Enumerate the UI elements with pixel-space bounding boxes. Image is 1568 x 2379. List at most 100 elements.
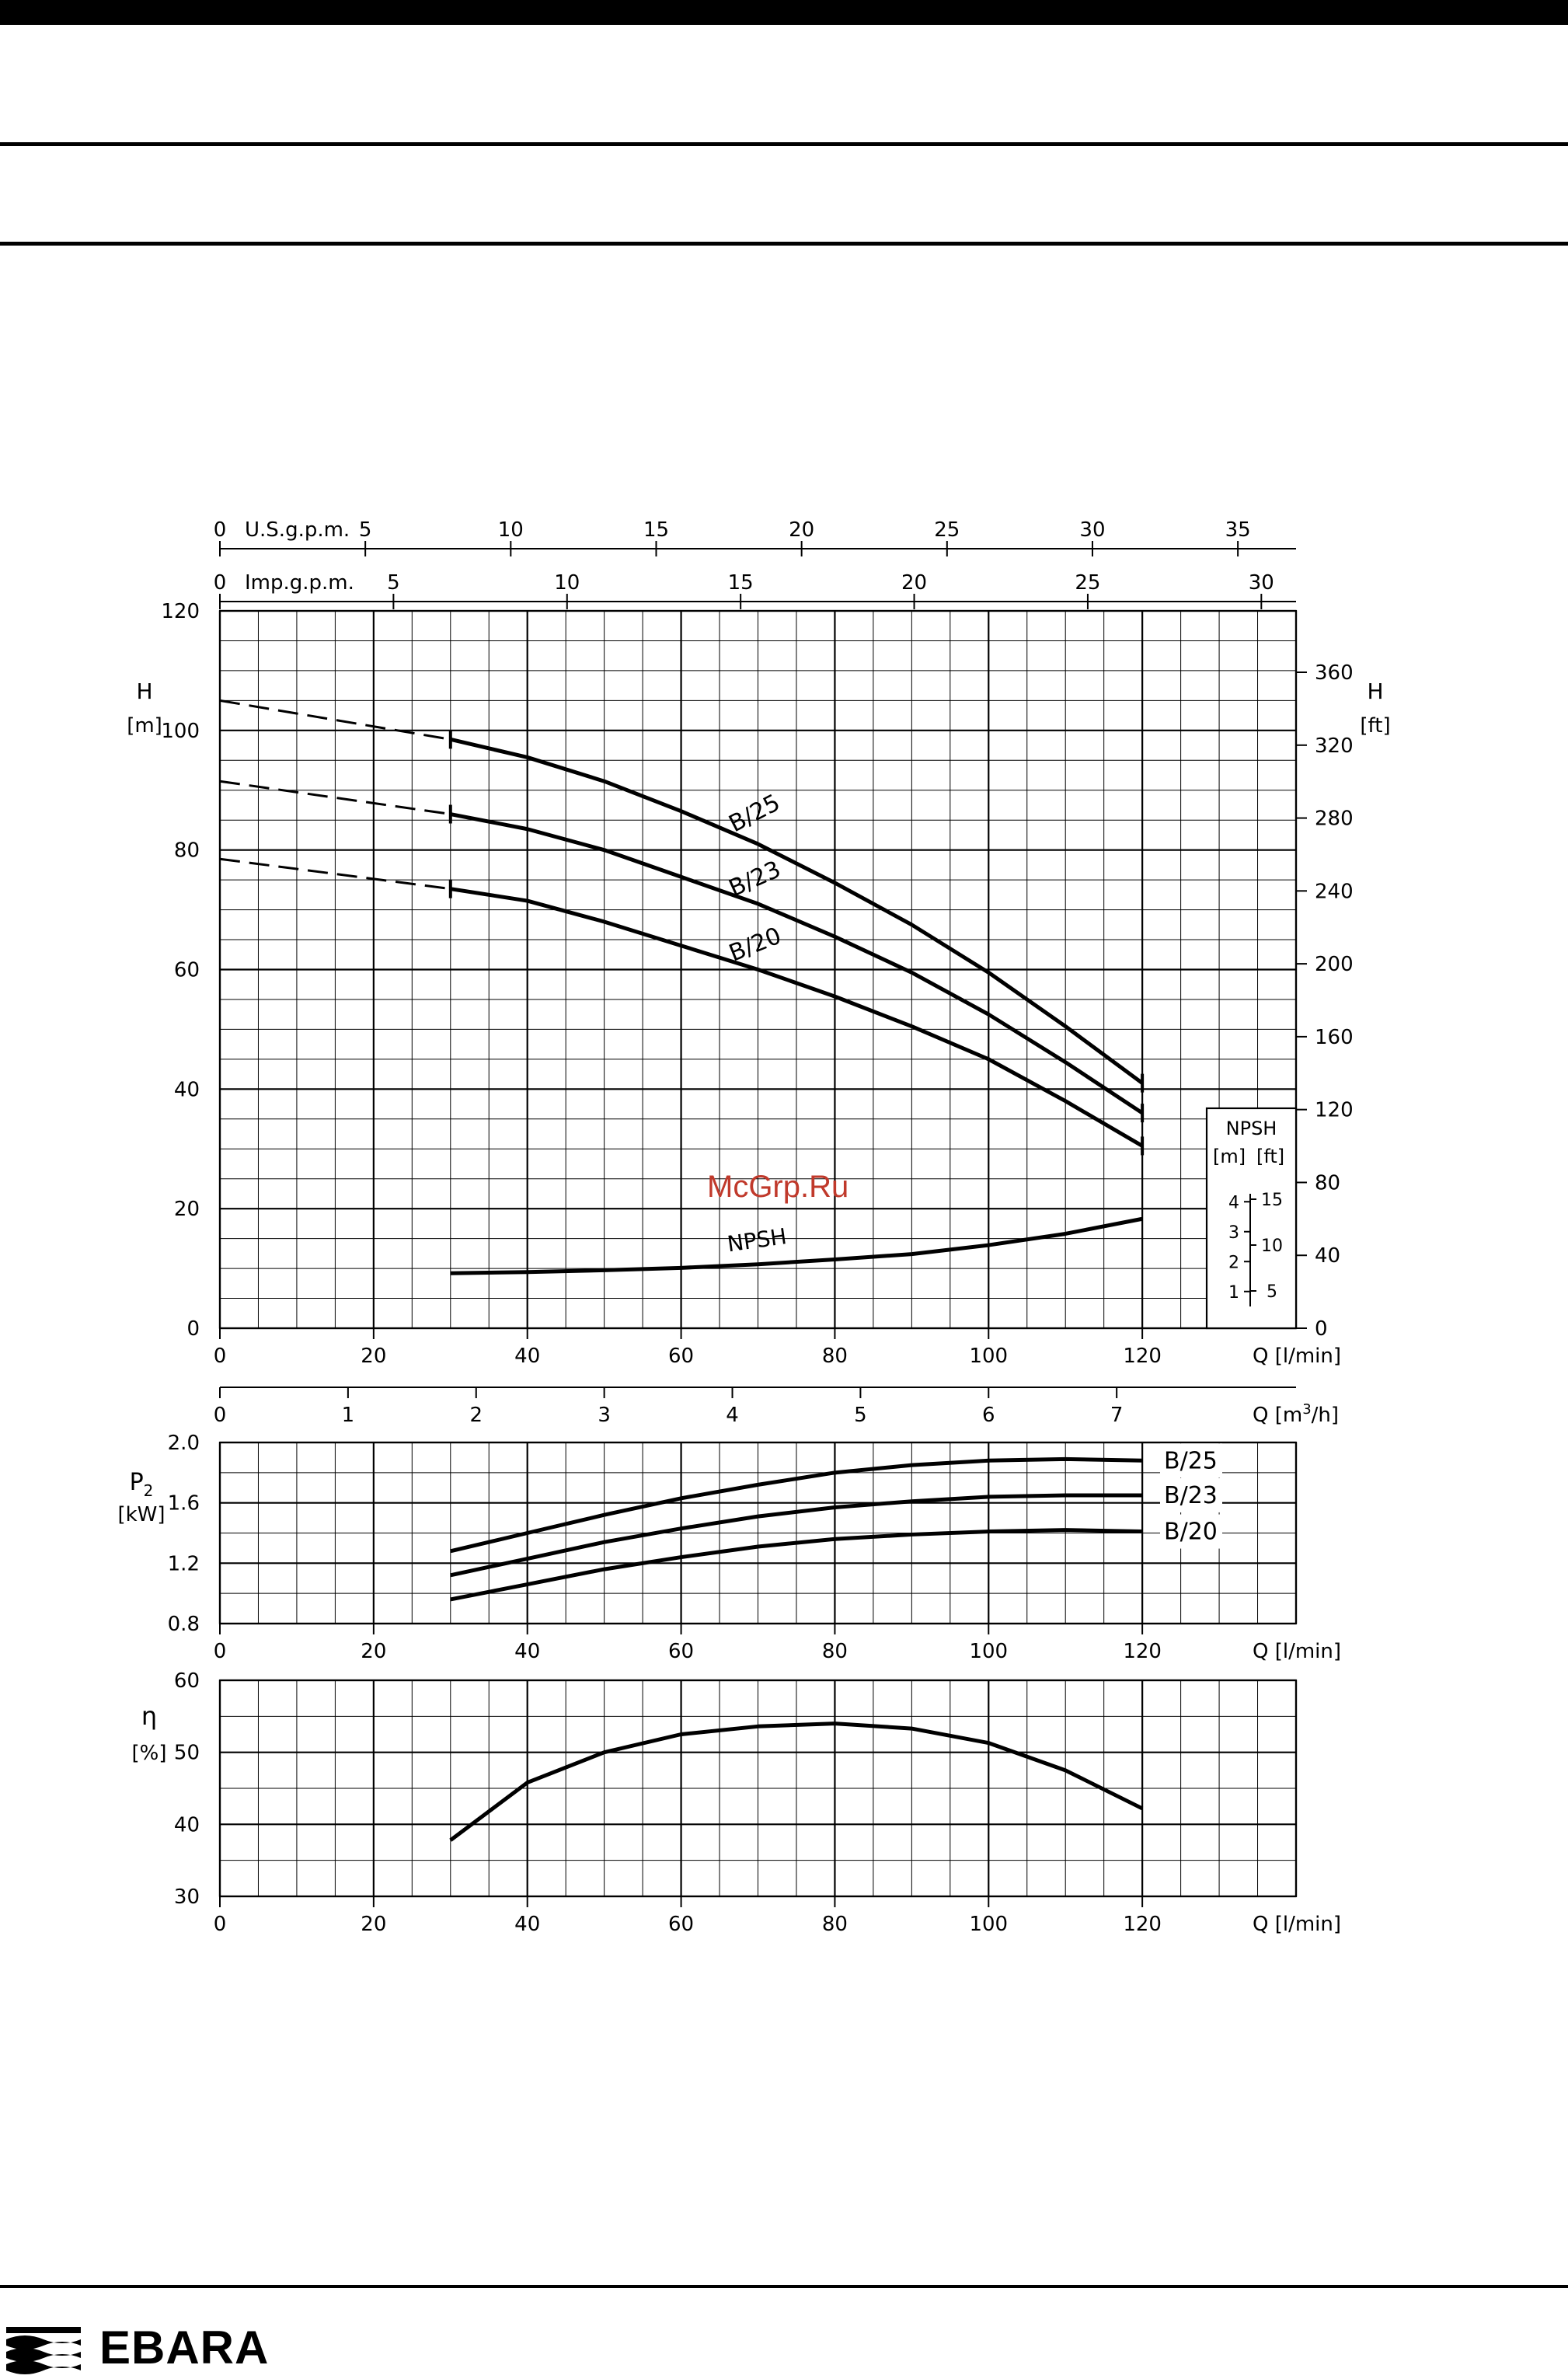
npsh-box-m-label: 4 — [1228, 1193, 1239, 1212]
npsh-box-m-label: 1 — [1228, 1283, 1239, 1303]
m3h-tick-label: 4 — [726, 1404, 739, 1427]
header-rule-bottom — [0, 242, 1568, 246]
power-curve-label: B/20 — [1164, 1519, 1218, 1546]
power-series-line — [450, 1528, 1143, 1602]
usgpm-tick-label: 25 — [934, 518, 960, 542]
head-curve-label: B/23 — [725, 856, 785, 902]
head-series-dashed — [219, 699, 451, 741]
power-ylabel: P2 — [130, 1469, 154, 1500]
npsh-box-ft-label: 10 — [1261, 1237, 1283, 1256]
head-right-ylabel: H — [1367, 678, 1383, 704]
eta-xtick-label: 60 — [668, 1913, 694, 1936]
power-curve-label-bg — [1160, 1443, 1222, 1478]
head-curve-label: B/25 — [724, 789, 784, 838]
npsh-box-m-label: 3 — [1228, 1223, 1239, 1243]
usgpm-tick-label: 0 — [214, 518, 227, 542]
impgpm-tick-label: 20 — [901, 571, 927, 595]
npsh-box-title: NPSH — [1226, 1118, 1277, 1139]
head-xtick-label: 40 — [514, 1345, 540, 1368]
usgpm-tick-label: 35 — [1225, 518, 1251, 542]
head-series-line — [450, 812, 1144, 1115]
m3h-tick-label: 5 — [854, 1404, 867, 1427]
usgpm-tick-label: 15 — [643, 518, 669, 542]
m3h-tick-label: 7 — [1110, 1404, 1124, 1427]
npsh-curve-label: NPSH — [726, 1223, 789, 1257]
impgpm-tick-label: 25 — [1075, 571, 1100, 595]
head-right-tick-label: 280 — [1315, 808, 1354, 831]
eta-ytick-label: 60 — [174, 1669, 200, 1693]
head-ytick-label: 100 — [161, 720, 200, 743]
head-ytick-label: 40 — [174, 1078, 200, 1101]
eta-xtick-label: 20 — [361, 1913, 386, 1936]
power-xtick-label: 100 — [969, 1640, 1008, 1663]
power-curve-label-bg — [1160, 1477, 1222, 1512]
impgpm-tick-label: 15 — [728, 571, 754, 595]
eta-series-line — [449, 1721, 1144, 1842]
head-series-line — [450, 737, 1144, 1085]
head-right-tick-label: 360 — [1315, 661, 1354, 685]
m3h-tick-label: 2 — [469, 1404, 483, 1427]
usgpm-tick-label: 10 — [498, 518, 524, 542]
power-curve-label: B/25 — [1164, 1447, 1218, 1474]
head-xtick-label: 120 — [1123, 1345, 1162, 1368]
head-series-dashed — [219, 857, 451, 891]
usgpm-tick-label: 20 — [789, 518, 814, 542]
head-right-ylabel-unit: [ft] — [1360, 714, 1390, 738]
eta-xtick-label: 80 — [822, 1913, 848, 1936]
head-xtick-label: 0 — [214, 1345, 227, 1368]
head-ylabel-unit: [m] — [127, 714, 162, 738]
head-xlabel: Q [l/min] — [1253, 1345, 1341, 1368]
flow-unit-axes: 0 5 10 15 20 25 30 35 U.S.g.p.m. 0 5 10 15 20 25 30 Imp.… — [214, 518, 1296, 609]
head-ytick-label: 80 — [174, 839, 200, 863]
npsh-box — [1205, 1107, 1298, 1330]
m3h-tick-label: 1 — [342, 1404, 355, 1427]
eta-ylabel-unit: [%] — [132, 1742, 167, 1765]
head-right-tick-label: 80 — [1315, 1171, 1340, 1195]
header-bar — [0, 0, 1568, 25]
head-xtick-label: 60 — [668, 1345, 694, 1368]
power-ylabel-unit: [kW] — [117, 1503, 165, 1526]
power-series-line — [450, 1456, 1143, 1554]
power-curve-label-bg — [1160, 1514, 1222, 1549]
head-right-tick-label: 40 — [1315, 1244, 1340, 1268]
power-xtick-label: 80 — [822, 1640, 848, 1663]
footer-rule — [0, 2285, 1568, 2288]
npsh-box-unit-m: [m] — [1213, 1146, 1246, 1167]
head-right-tick-label: 320 — [1315, 734, 1354, 758]
npsh-box-unit-ft: [ft] — [1256, 1146, 1284, 1167]
power-ytick-label: 1.2 — [168, 1552, 200, 1575]
m3h-axis-label: Q [m3/h] — [1253, 1401, 1339, 1427]
waves-icon — [6, 2327, 81, 2374]
impgpm-axis-label: Imp.g.p.m. — [245, 571, 354, 595]
head-series-line — [450, 1216, 1143, 1275]
power-chart: 0.8 1.2 1.6 2.0 0 20 40 60 80 100 120 Q [l/min] P2 [k… — [117, 1432, 1341, 1663]
head-ytick-label: 20 — [174, 1198, 200, 1221]
head-ytick-label: 0 — [186, 1317, 200, 1341]
impgpm-tick-label: 10 — [554, 571, 580, 595]
usgpm-axis-label: U.S.g.p.m. — [245, 518, 350, 542]
power-ytick-label: 2.0 — [168, 1432, 200, 1455]
power-curve-label: B/23 — [1164, 1482, 1218, 1509]
m3h-tick-label: 6 — [982, 1404, 995, 1427]
power-xtick-label: 60 — [668, 1640, 694, 1663]
npsh-box-ft-label: 5 — [1267, 1282, 1277, 1302]
head-xtick-label: 20 — [361, 1345, 386, 1368]
efficiency-chart: 30 40 50 60 0 20 40 60 80 100 120 Q [l/min] η [%] — [132, 1669, 1342, 1936]
eta-xtick-label: 0 — [214, 1913, 227, 1936]
power-xtick-label: 0 — [214, 1640, 227, 1663]
head-right-tick-label: 160 — [1315, 1026, 1354, 1049]
m3h-tick-label: 0 — [214, 1404, 227, 1427]
power-ytick-label: 1.6 — [168, 1492, 200, 1516]
power-xlabel: Q [l/min] — [1253, 1640, 1341, 1663]
head-right-tick-label: 200 — [1315, 953, 1354, 976]
usgpm-tick-label: 5 — [359, 518, 372, 542]
eta-ylabel: η — [141, 1701, 157, 1731]
header-rule-top — [0, 142, 1568, 146]
head-right-tick-label: 120 — [1315, 1099, 1354, 1122]
brand-name: EBARA — [99, 2321, 270, 2374]
head-right-tick-label: 0 — [1315, 1317, 1328, 1341]
power-xtick-label: 120 — [1123, 1640, 1162, 1663]
power-xtick-label: 20 — [361, 1640, 386, 1663]
